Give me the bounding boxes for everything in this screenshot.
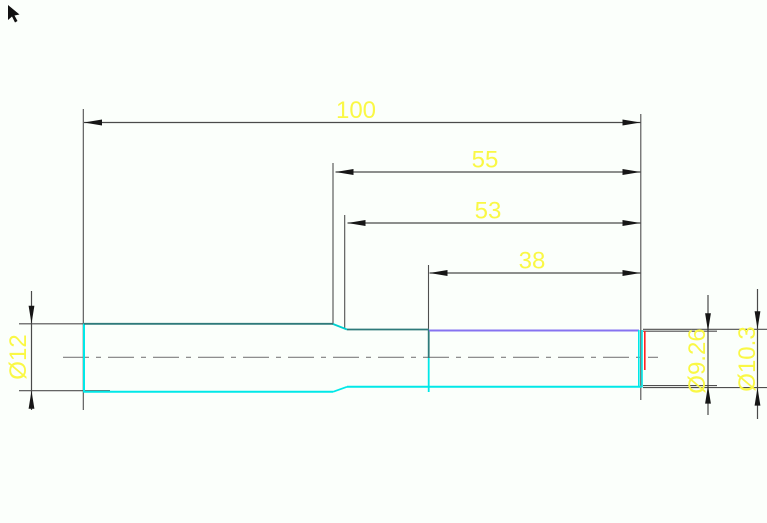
arrowhead-dia12-top (28, 305, 35, 324)
dim-text-100[interactable]: 100 (336, 97, 376, 124)
arrowhead-100-left (84, 119, 102, 126)
mouse-cursor-icon (8, 5, 20, 23)
arrowhead-dia12-bottom (28, 390, 35, 409)
arrowhead-53-right (622, 220, 641, 226)
dimension-dia12[interactable]: Ø12 (5, 291, 35, 410)
dim-text-dia926[interactable]: Ø9.26 (684, 328, 711, 393)
dimension-38[interactable]: 38 (429, 248, 641, 277)
shaft-bottom-taper[interactable] (332, 385, 348, 393)
dim-text-dia12[interactable]: Ø12 (5, 334, 32, 379)
arrowhead-dia926-top (705, 313, 711, 332)
dim-text-53[interactable]: 53 (475, 198, 502, 225)
dimension-53[interactable]: 53 (347, 198, 641, 227)
arrowhead-100-right (622, 119, 641, 126)
shaft-outline[interactable] (83, 322, 646, 393)
dim-text-38[interactable]: 38 (519, 248, 546, 275)
dim-text-55[interactable]: 55 (472, 147, 499, 174)
dimension-55[interactable]: 55 (335, 147, 641, 176)
arrowhead-55-left (335, 169, 354, 175)
arrowhead-55-right (622, 169, 641, 175)
dimension-dia926[interactable]: Ø9.26 (684, 295, 711, 415)
dimension-dia103[interactable]: Ø10.3 (734, 289, 761, 419)
arrowhead-38-right (622, 270, 641, 276)
shaft-top-taper[interactable] (332, 323, 348, 331)
arrowhead-38-left (429, 270, 448, 276)
arrowhead-dia926-bottom (705, 385, 711, 404)
arrowhead-dia103-bottom (754, 387, 761, 406)
extension-lines (19, 109, 767, 410)
arrowhead-53-left (347, 220, 366, 226)
dimension-100[interactable]: 100 (84, 97, 641, 126)
dim-text-dia103[interactable]: Ø10.3 (734, 326, 761, 391)
arrowhead-dia103-top (754, 311, 761, 330)
